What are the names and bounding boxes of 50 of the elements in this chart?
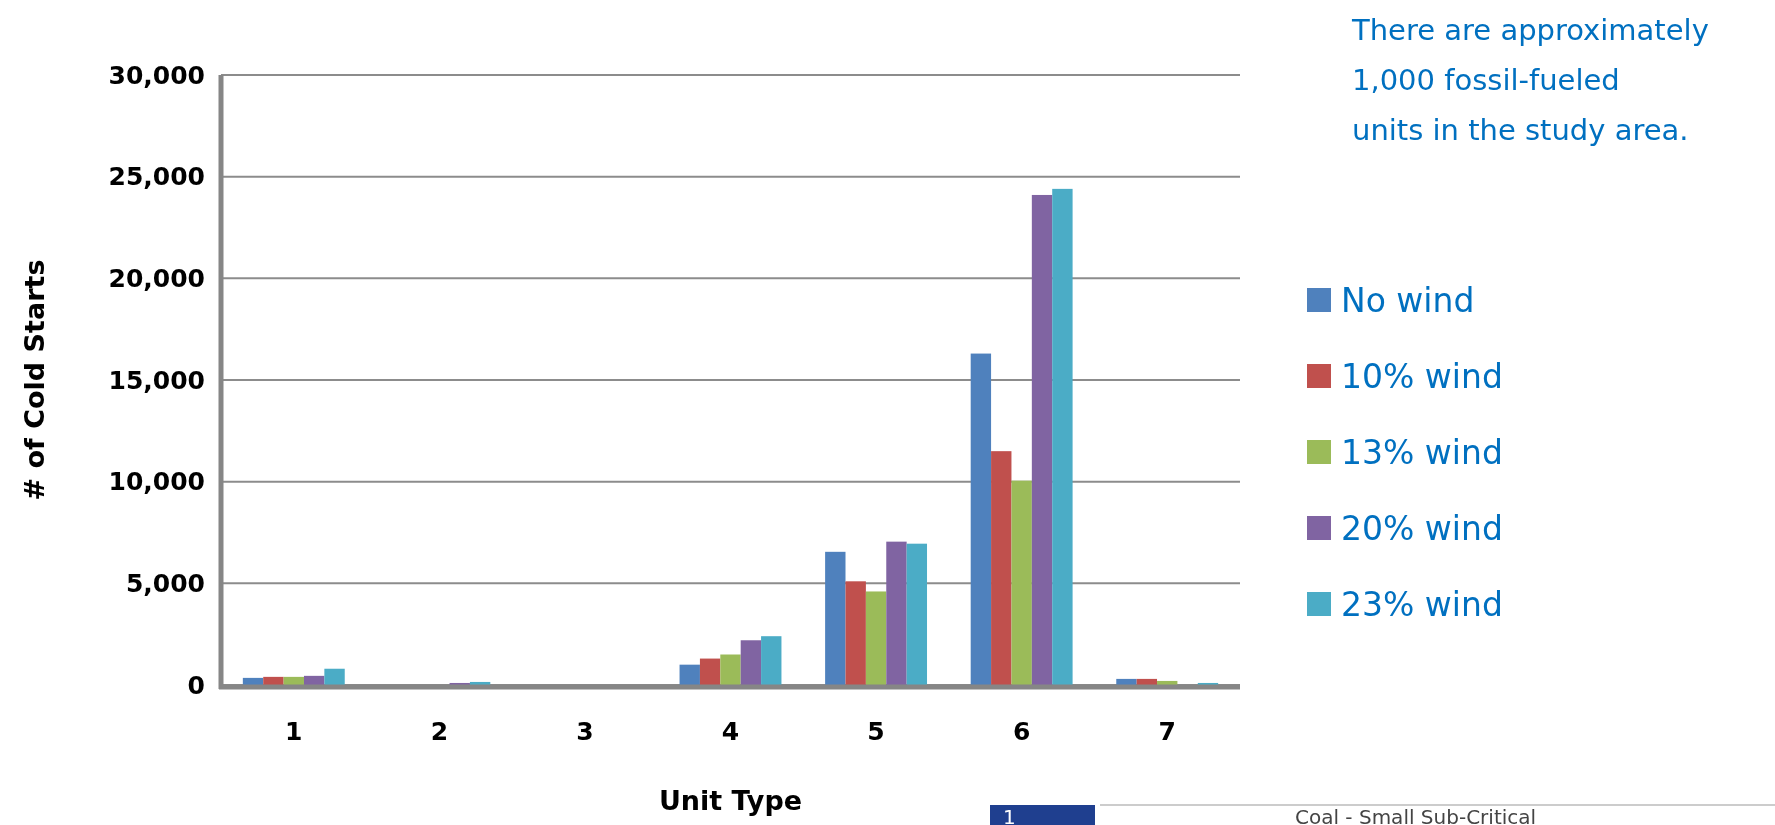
bar xyxy=(283,676,304,685)
bar xyxy=(1157,680,1178,685)
legend-label: 10% wind xyxy=(1341,356,1503,396)
bar xyxy=(886,541,907,685)
legend-label: 20% wind xyxy=(1341,508,1503,548)
y-tick-label: 10,000 xyxy=(108,467,205,497)
y-tick-label: 30,000 xyxy=(108,60,205,90)
bar xyxy=(1031,194,1053,685)
y-tick-label: 15,000 xyxy=(108,365,205,395)
bar xyxy=(845,581,866,685)
y-tick-label: 0 xyxy=(187,670,205,700)
bar xyxy=(991,451,1012,685)
x-tick-label: 6 xyxy=(1012,717,1031,746)
bar xyxy=(263,676,284,685)
y-axis-title: # of Cold Starts xyxy=(19,259,50,501)
x-tick-label: 5 xyxy=(867,717,885,746)
x-tick-label: 2 xyxy=(430,717,449,746)
bar xyxy=(242,677,264,685)
bar xyxy=(1011,480,1032,685)
bar xyxy=(825,551,846,685)
bar xyxy=(1052,188,1073,685)
bar xyxy=(720,654,741,685)
x-tick-label: 7 xyxy=(1158,717,1176,746)
y-tick-label: 25,000 xyxy=(108,162,205,192)
legend-label: 23% wind xyxy=(1341,584,1503,624)
legend-label: 13% wind xyxy=(1341,432,1503,472)
bar xyxy=(469,681,491,685)
text: Coal - Small Sub-Critical xyxy=(1295,805,1537,825)
bar xyxy=(740,640,762,685)
bar xyxy=(1116,678,1137,685)
bar xyxy=(1136,678,1158,685)
bar xyxy=(303,675,325,685)
x-tick-label: 4 xyxy=(721,717,740,746)
x-tick-label: 1 xyxy=(285,717,303,746)
bar xyxy=(970,353,992,685)
bar xyxy=(449,682,470,685)
text: There are approximately 1,000 fossil-fueled units in the study area. xyxy=(1351,13,1709,147)
bar xyxy=(679,664,700,685)
x-axis-title: Unit Type xyxy=(658,785,803,816)
bar xyxy=(1197,682,1219,685)
legend-label: No wind xyxy=(1341,280,1475,320)
text: 1 xyxy=(1003,805,1016,825)
bar xyxy=(761,636,782,685)
bar xyxy=(865,591,887,685)
x-tick-label: 3 xyxy=(576,717,594,746)
y-tick-label: 20,000 xyxy=(108,264,205,294)
bar xyxy=(324,668,345,685)
bar xyxy=(699,658,721,685)
bar xyxy=(906,543,928,685)
y-tick-label: 5,000 xyxy=(125,569,205,599)
